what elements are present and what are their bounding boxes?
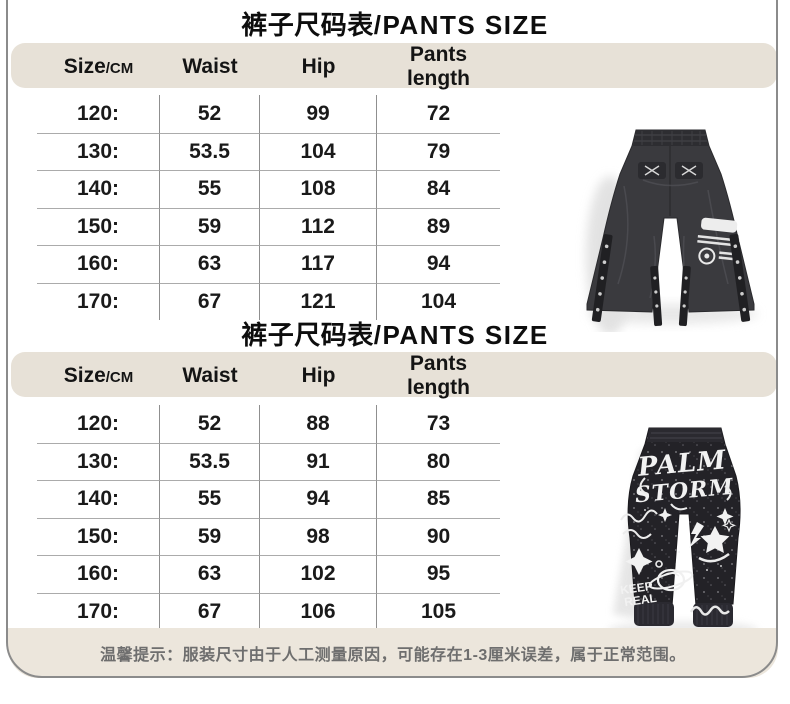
hip-cell: 98 — [260, 517, 377, 555]
length-cell: 80 — [377, 442, 500, 481]
waist-cell: 52 — [160, 95, 260, 133]
parachute-cargo-pants-photo — [586, 129, 758, 332]
pants-size-title-2: 裤子尺码表/PANTS SIZE — [0, 315, 790, 352]
size-table-1: 120: 52 99 72 130: 53.5 104 79 140: 55 1… — [37, 95, 500, 320]
waist-cell: 67 — [160, 282, 260, 320]
size-cell: 160: — [37, 555, 160, 593]
length-cell: 105 — [377, 592, 500, 631]
length-cell: 72 — [426, 101, 451, 125]
waist-cell: 55 — [160, 480, 260, 518]
graffiti-joggers-photo: PALM STORM KEEP REAL — [608, 427, 758, 639]
title-en-1: /PANTS SIZE — [373, 10, 549, 40]
hip-cell: 102 — [260, 555, 377, 593]
length-cell: 85 — [377, 480, 500, 518]
title-cn-1: 裤子尺码表 — [241, 10, 374, 40]
length-cell: 90 — [377, 517, 500, 556]
hip-cell: 121 — [260, 282, 377, 320]
hip-cell: 88 — [260, 405, 377, 443]
pants-logo-print — [697, 217, 740, 265]
table-header-bar-1: Size/CM Waist Hip Pants length — [11, 43, 777, 90]
hip-cell: 94 — [260, 480, 377, 518]
hip-cell: 104 — [260, 132, 377, 170]
svg-text:REAL: REAL — [623, 591, 657, 609]
size-cell: 170: — [37, 592, 160, 630]
size-table-2: 120: 52 88 73 130: 53.5 91 80 140: 55 94… — [37, 405, 500, 630]
size-cell: 140: — [37, 170, 160, 208]
waist-cell: 53.5 — [160, 442, 260, 480]
length-cell: 84 — [377, 170, 500, 208]
size-cell: 160: — [37, 245, 160, 283]
hip-cell: 99 — [260, 95, 377, 133]
column-header-hip: Hip — [301, 364, 336, 387]
column-header-hip: Hip — [301, 55, 336, 78]
hip-cell: 91 — [260, 442, 377, 480]
size-cell: 140: — [37, 480, 160, 518]
waist-cell: 55 — [160, 170, 260, 208]
length-cell: 94 — [377, 245, 500, 283]
size-cell: 150: — [37, 207, 160, 245]
length-cell: 79 — [377, 132, 500, 171]
length-cell: 89 — [377, 207, 500, 246]
size-cell: 170: — [37, 282, 160, 320]
table-header-bar-2: Size/CM Waist Hip Pants length — [11, 352, 777, 399]
column-header-waist: Waist — [182, 364, 238, 387]
size-cell: 120: — [37, 405, 160, 443]
size-cell: 130: — [37, 442, 160, 480]
title-cn-2: 裤子尺码表 — [241, 320, 374, 350]
waist-cell: 53.5 — [160, 132, 260, 170]
hip-cell: 117 — [260, 245, 377, 283]
size-cell: 150: — [37, 517, 160, 555]
column-header-size: Size/CM — [63, 55, 134, 78]
pants-size-title-1: 裤子尺码表/PANTS SIZE — [0, 5, 790, 42]
length-cell: 73 — [426, 411, 451, 435]
hip-cell: 106 — [260, 592, 377, 630]
waist-cell: 59 — [160, 517, 260, 555]
hip-cell: 108 — [260, 170, 377, 208]
length-cell: 95 — [377, 555, 500, 593]
length-cell: 104 — [377, 282, 500, 321]
size-cell: 130: — [37, 132, 160, 170]
measurement-disclaimer: 温馨提示：服装尺寸由于人工测量原因，可能存在1-3厘米误差，属于正常范围。 — [8, 628, 778, 678]
waist-cell: 63 — [160, 555, 260, 593]
column-header-length: Pants length — [407, 352, 470, 399]
disclaimer-text: 温馨提示：服装尺寸由于人工测量原因，可能存在1-3厘米误差，属于正常范围。 — [100, 647, 686, 664]
waist-cell: 52 — [160, 405, 260, 443]
graffiti-print: PALM STORM KEEP REAL — [619, 445, 736, 616]
svg-text:KEEP: KEEP — [619, 579, 653, 597]
hip-cell: 112 — [260, 207, 377, 245]
waist-cell: 59 — [160, 207, 260, 245]
column-header-length: Pants length — [407, 43, 470, 90]
waist-cell: 67 — [160, 592, 260, 630]
title-en-2: /PANTS SIZE — [373, 320, 549, 350]
column-header-size: Size/CM — [63, 364, 134, 387]
side-straps — [591, 233, 751, 327]
waist-cell: 63 — [160, 245, 260, 283]
column-header-waist: Waist — [182, 55, 238, 78]
size-cell: 120: — [37, 95, 160, 133]
